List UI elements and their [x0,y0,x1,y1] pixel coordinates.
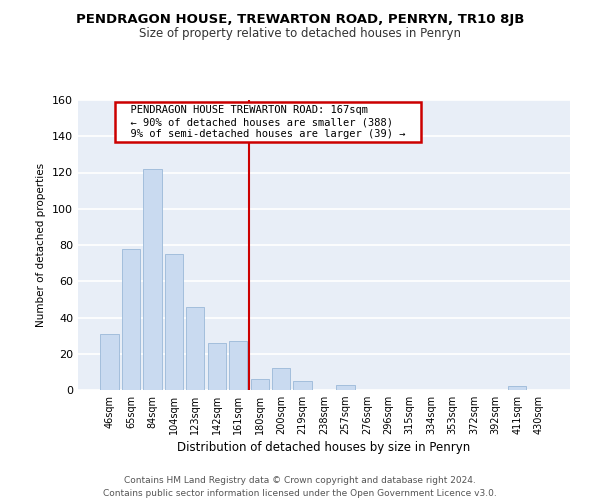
Bar [122,248,140,390]
Text: Size of property relative to detached houses in Penryn: Size of property relative to detached ho… [139,28,461,40]
Bar [272,368,290,390]
Bar [165,254,183,390]
Text: PENDRAGON HOUSE, TREWARTON ROAD, PENRYN, TR10 8JB: PENDRAGON HOUSE, TREWARTON ROAD, PENRYN,… [76,12,524,26]
Text: PENDRAGON HOUSE TREWARTON ROAD: 167sqm
  ← 90% of detached houses are smaller (3: PENDRAGON HOUSE TREWARTON ROAD: 167sqm ←… [118,106,418,138]
Bar [208,343,226,390]
Text: Contains HM Land Registry data © Crown copyright and database right 2024.: Contains HM Land Registry data © Crown c… [124,476,476,485]
Bar [337,384,355,390]
Bar [143,169,161,390]
Bar [229,341,247,390]
Y-axis label: Number of detached properties: Number of detached properties [37,163,46,327]
Bar [251,379,269,390]
Bar [186,306,205,390]
X-axis label: Distribution of detached houses by size in Penryn: Distribution of detached houses by size … [178,442,470,454]
Bar [508,386,526,390]
Bar [293,381,311,390]
Bar [100,334,119,390]
Text: Contains public sector information licensed under the Open Government Licence v3: Contains public sector information licen… [103,489,497,498]
